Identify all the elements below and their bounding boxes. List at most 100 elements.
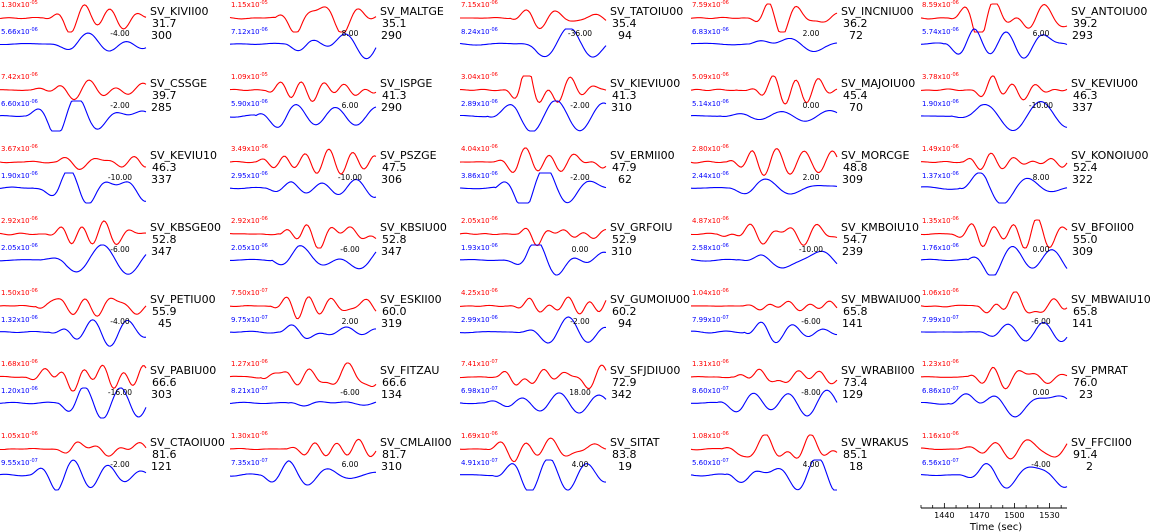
- distance-value: 47.5: [382, 161, 407, 174]
- azimuth-value: 141: [1072, 317, 1093, 330]
- observed-amplitude-label: 1.06x10-06: [922, 288, 959, 297]
- synthetic-trace: [691, 389, 838, 417]
- observed-amplitude-exponent: -06: [951, 431, 959, 437]
- synthetic-amplitude-exponent: -06: [490, 315, 498, 321]
- observed-trace: [0, 220, 146, 246]
- station-name: SV_ANTOIU00: [1071, 5, 1147, 18]
- observed-amplitude-exponent: -06: [951, 216, 959, 222]
- observed-trace: [920, 291, 1068, 314]
- station-name: SV_MBWAIU00: [841, 293, 921, 306]
- observed-amplitude-exponent: -06: [490, 216, 498, 222]
- observed-amplitude-label: 1.27x10-06: [231, 359, 268, 368]
- trace-panel: 3.04x10-06 2.89x10-06 -2.00 SV_KIEVIU0041.3…: [460, 72, 680, 132]
- observed-amplitude-exponent: -06: [951, 288, 959, 294]
- synthetic-amplitude-label: 9.55x10-07: [1, 458, 38, 467]
- observed-amplitude-label: 2.05x10-06: [461, 216, 498, 225]
- observed-amplitude-label: 1.31x10-06: [692, 359, 729, 368]
- synthetic-amplitude-exponent: -07: [260, 386, 268, 392]
- synthetic-amplitude-exponent: -07: [951, 386, 959, 392]
- synthetic-trace: [230, 245, 377, 270]
- observed-amplitude-label: 2.92x10-06: [1, 216, 38, 225]
- time-shift-label: -6.00: [801, 317, 821, 326]
- time-shift-label: 4.00: [572, 460, 589, 469]
- observed-trace: [691, 300, 838, 312]
- synthetic-trace: [0, 387, 147, 419]
- synthetic-trace: [459, 172, 607, 204]
- time-shift-label: 0.00: [1033, 245, 1050, 254]
- azimuth-value: 134: [381, 388, 402, 401]
- time-shift-label: 8.00: [1033, 173, 1050, 182]
- observed-trace: [0, 441, 147, 457]
- trace-panel: 1.31x10-06 8.60x10-07 -8.00 SV_WRABII0073.4…: [690, 359, 915, 417]
- time-shift-label: 0.00: [803, 101, 820, 110]
- time-shift-label: 2.00: [342, 317, 359, 326]
- observed-amplitude-exponent: -06: [721, 431, 729, 437]
- azimuth-value: 23: [1079, 388, 1093, 401]
- observed-trace: [229, 81, 377, 103]
- synthetic-amplitude-exponent: -06: [721, 27, 729, 33]
- synthetic-amplitude-label: 6.83x10-06: [692, 27, 729, 36]
- azimuth-value: 2: [1086, 460, 1093, 473]
- trace-panel: 1.50x10-06 1.32x10-06 -4.00 SV_PETIU0055.94…: [0, 288, 216, 347]
- azimuth-value: 141: [842, 317, 863, 330]
- synthetic-trace: [459, 316, 606, 344]
- station-name: SV_KIVII00: [150, 5, 208, 18]
- trace-panel: 1.30x10-05 5.66x10-06 -4.00 SV_KIVII0031.73…: [0, 0, 208, 52]
- azimuth-value: 121: [151, 460, 172, 473]
- azimuth-value: 306: [381, 173, 402, 186]
- synthetic-amplitude-exponent: -06: [30, 386, 38, 392]
- station-name: SV_KEVIU10: [150, 149, 217, 162]
- trace-panel: 1.35x10-06 1.76x10-06 0.00 SV_BFOII0055.030…: [920, 216, 1134, 276]
- observed-amplitude-exponent: -06: [260, 359, 268, 365]
- synthetic-trace: [0, 172, 147, 204]
- time-shift-label: -10.00: [338, 173, 362, 182]
- azimuth-value: 310: [611, 101, 632, 114]
- station-name: SV_MBWAIU10: [1071, 293, 1151, 306]
- azimuth-value: 347: [381, 245, 402, 258]
- observed-amplitude-exponent: -06: [490, 72, 498, 78]
- station-name: SV_FITZAU: [380, 364, 439, 377]
- observed-amplitude-label: 2.80x10-06: [692, 144, 729, 153]
- observed-amplitude-exponent: -06: [490, 431, 498, 437]
- station-name: SV_WRAKUS: [841, 436, 909, 449]
- synthetic-amplitude-exponent: -06: [490, 171, 498, 177]
- observed-trace: [690, 434, 838, 459]
- time-shift-label: 0.00: [1033, 388, 1050, 397]
- observed-trace: [690, 368, 838, 385]
- synthetic-trace: [920, 172, 1068, 204]
- azimuth-value: 337: [1072, 101, 1093, 114]
- synthetic-amplitude-exponent: -06: [951, 27, 959, 33]
- observed-amplitude-label: 8.59x10-06: [922, 0, 959, 9]
- synthetic-amplitude-exponent: -06: [30, 315, 38, 321]
- synthetic-amplitude-label: 1.93x10-06: [461, 243, 498, 252]
- distance-value: 48.8: [843, 161, 868, 174]
- time-shift-label: -10.00: [108, 173, 132, 182]
- observed-amplitude-label: 1.30x10-06: [231, 431, 268, 440]
- synthetic-amplitude-label: 7.99x10-07: [922, 315, 959, 324]
- azimuth-value: 70: [849, 101, 863, 114]
- observed-trace: [229, 438, 377, 458]
- observed-amplitude-exponent: -05: [260, 72, 268, 78]
- synthetic-amplitude-label: 2.95x10-06: [231, 171, 268, 180]
- distance-value: 81.6: [152, 448, 177, 461]
- observed-amplitude-exponent: -06: [30, 72, 38, 78]
- synthetic-amplitude-exponent: -06: [721, 243, 729, 249]
- observed-trace: [229, 6, 377, 33]
- synthetic-amplitude-label: 2.05x10-06: [1, 243, 38, 252]
- trace-panel: 7.59x10-06 6.83x10-06 2.00 SV_INCNIU0036.27…: [690, 0, 914, 53]
- azimuth-value: 239: [842, 245, 863, 258]
- observed-amplitude-label: 2.92x10-06: [231, 216, 268, 225]
- observed-trace: [460, 75, 607, 104]
- station-name: SV_PABIU00: [150, 364, 216, 377]
- synthetic-amplitude-label: 1.90x10-06: [922, 99, 959, 108]
- observed-amplitude-label: 1.35x10-06: [922, 216, 959, 225]
- time-shift-label: -6.00: [1031, 317, 1051, 326]
- observed-trace: [921, 152, 1068, 170]
- observed-trace: [921, 366, 1068, 390]
- observed-trace: [0, 156, 147, 170]
- synthetic-amplitude-exponent: -06: [951, 99, 959, 105]
- distance-value: 36.2: [843, 17, 868, 30]
